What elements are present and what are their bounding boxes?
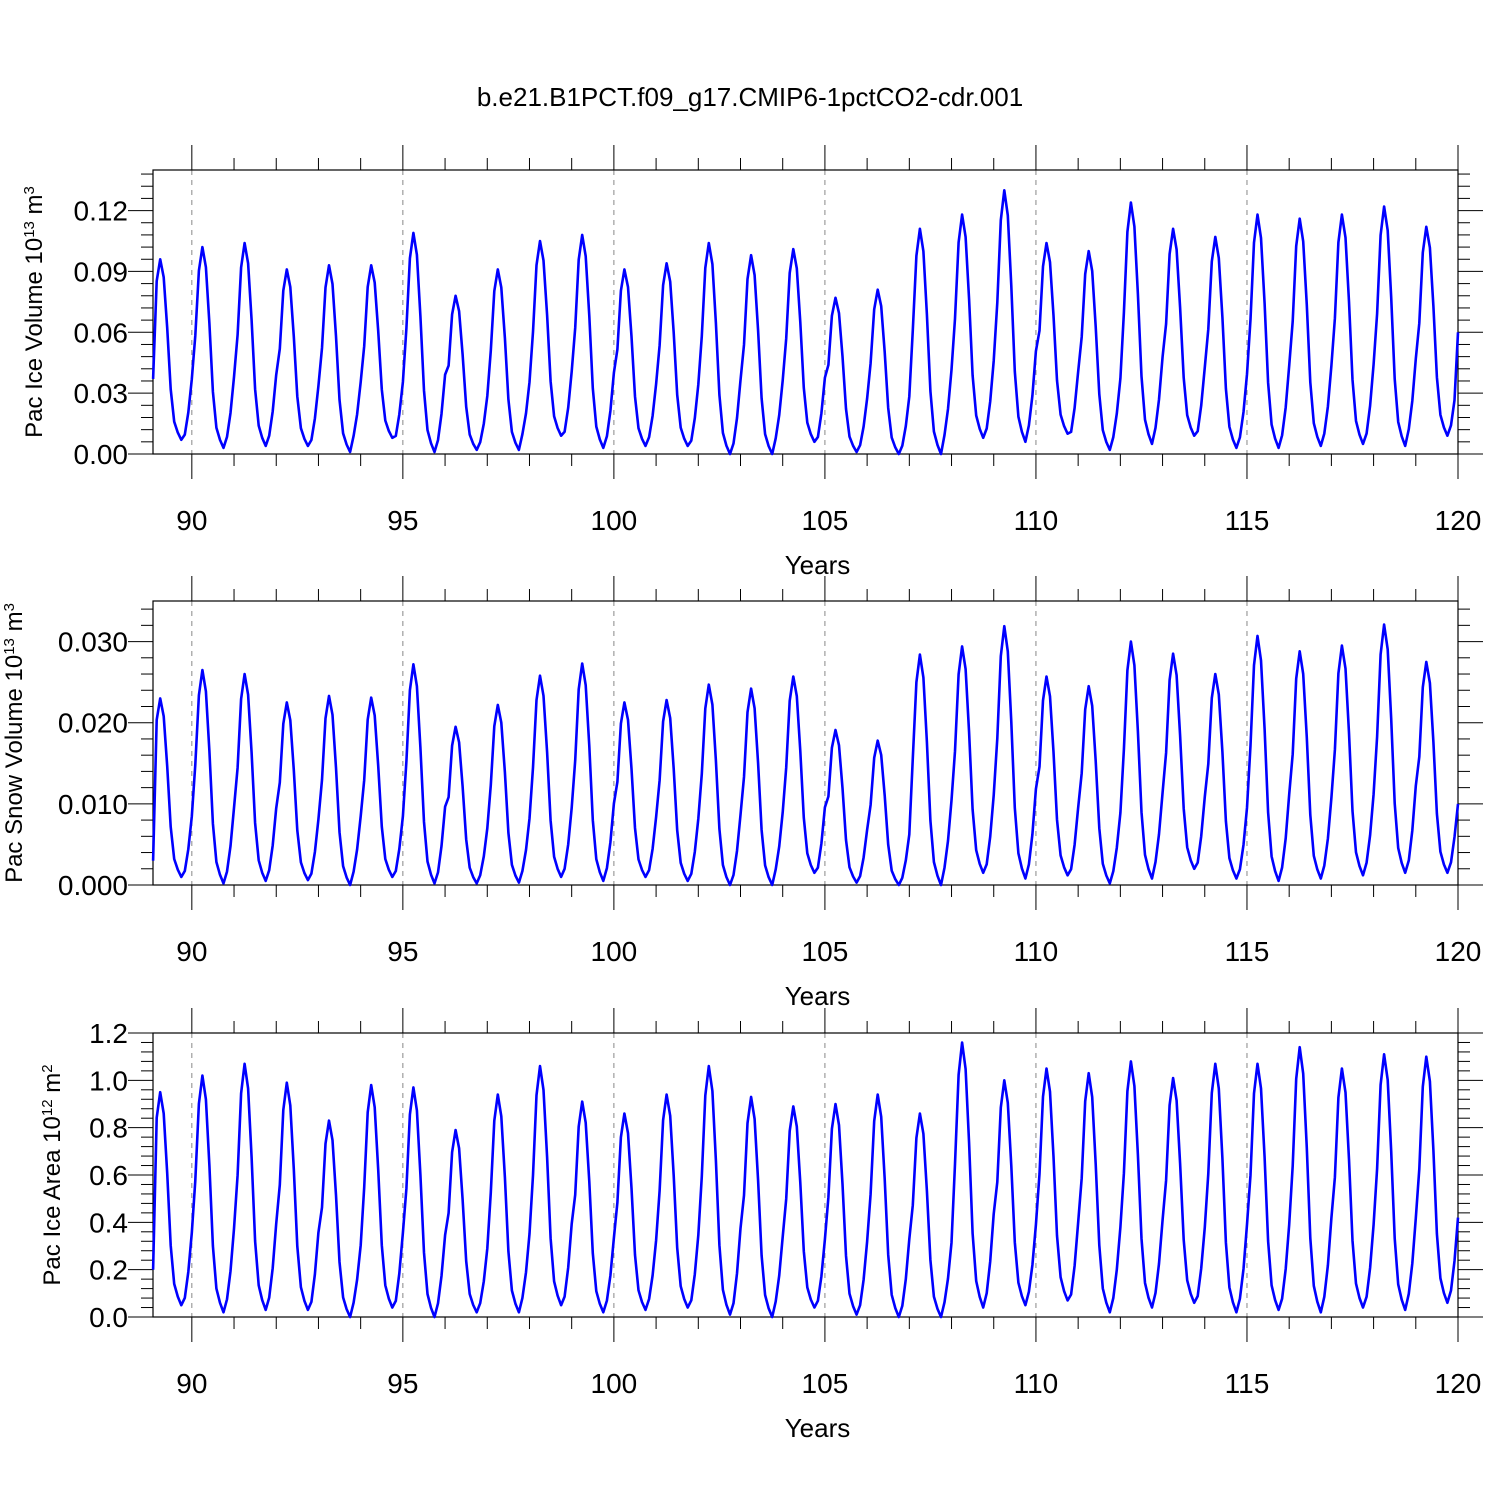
y-axis-label-exp: 13 [1, 638, 18, 655]
x-axis-label: Years [785, 981, 851, 1011]
x-tick-label: 100 [591, 936, 638, 967]
y-tick-label: 1.0 [89, 1065, 128, 1096]
panel-3: 90 95 100 105 110 115 120 0.0 0.2 0.4 0.6 0.8 1.0 1.2… [39, 1008, 1483, 1443]
x-tick-label: 120 [1435, 1368, 1482, 1399]
y-axis-label-unit: m [1, 611, 28, 638]
y-axis-label-prefix: Pac Snow Volume 10 [1, 655, 28, 883]
panel-2: 90 95 100 105 110 115 120 0.000 0.010 0.020 0.030 Y… [1, 576, 1483, 1011]
y-tick-label: 0.4 [89, 1207, 128, 1238]
y-tick-label: 0.09 [74, 256, 129, 287]
y-tick-label: 1.2 [89, 1018, 128, 1049]
x-tick-label: 120 [1435, 936, 1482, 967]
y-tick-label: 0.03 [74, 378, 129, 409]
y-tick-label: 0.8 [89, 1113, 128, 1144]
plot-frame [152, 169, 1459, 455]
x-tick-label: 120 [1435, 505, 1482, 536]
y-axis-label-exp: 12 [39, 1099, 56, 1116]
x-tick-label: 90 [176, 936, 207, 967]
y-tick-label: 0.0 [89, 1302, 128, 1333]
y-tick-label: 0.00 [74, 439, 129, 470]
x-tick-label: 115 [1225, 1368, 1270, 1399]
y-tick-label: 0.2 [89, 1255, 128, 1286]
x-tick-label: 115 [1225, 505, 1270, 536]
y-axis-label-unit_exp: 3 [21, 186, 38, 194]
y-axis-label-unit: m [21, 194, 48, 221]
y-tick-label: 0.020 [58, 708, 128, 739]
x-tick-label: 110 [1014, 1368, 1059, 1399]
x-tick-label: 100 [591, 1368, 638, 1399]
x-tick-label: 110 [1014, 505, 1059, 536]
y-tick-label: 0.12 [74, 196, 129, 227]
x-tick-label: 95 [387, 1368, 418, 1399]
y-axis-label-unit_exp: 3 [1, 603, 18, 611]
y-axis-label-prefix: Pac Ice Volume 10 [21, 238, 48, 438]
y-axis-label: Pac Ice Volume 1013 m3 [21, 186, 49, 438]
x-tick-label: 110 [1014, 936, 1059, 967]
y-axis-label: Pac Ice Area 1012 m2 [39, 1064, 67, 1285]
x-tick-label: 95 [387, 505, 418, 536]
y-axis-label-unit_exp: 2 [39, 1064, 56, 1072]
x-axis-label: Years [785, 550, 851, 580]
y-axis-label: Pac Snow Volume 1013 m3 [1, 603, 29, 883]
y-tick-label: 0.06 [74, 317, 129, 348]
x-tick-label: 95 [387, 936, 418, 967]
y-tick-label: 0.6 [89, 1160, 128, 1191]
y-tick-label: 0.010 [58, 789, 128, 820]
figure-title: b.e21.B1PCT.f09_g17.CMIP6-1pctCO2-cdr.00… [477, 82, 1023, 112]
x-tick-label: 105 [802, 1368, 849, 1399]
panel-1: 90 95 100 105 110 115 120 0.00 0.03 0.06 0.09 0.12 Y… [21, 145, 1483, 580]
x-tick-label: 105 [802, 505, 849, 536]
x-tick-label: 90 [176, 1368, 207, 1399]
x-tick-label: 90 [176, 505, 207, 536]
y-tick-label: 0.000 [58, 870, 128, 901]
y-tick-label: 0.030 [58, 627, 128, 658]
series-line [151, 189, 1460, 456]
series-line [151, 623, 1460, 887]
y-axis-label-exp: 13 [21, 221, 38, 238]
x-axis-label: Years [785, 1413, 851, 1443]
x-tick-label: 105 [802, 936, 849, 967]
y-axis-label-unit: m [39, 1073, 66, 1100]
series-line [151, 1041, 1460, 1319]
y-axis-label-prefix: Pac Ice Area 10 [39, 1116, 66, 1285]
x-tick-label: 115 [1225, 936, 1270, 967]
x-tick-label: 100 [591, 505, 638, 536]
plot-frame [152, 600, 1459, 886]
